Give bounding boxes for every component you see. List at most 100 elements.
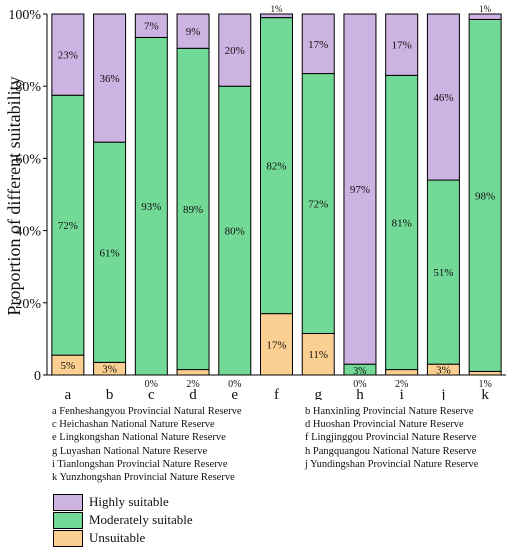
key-row: c Heichashan National Nature Reserve d Hu… [52, 419, 507, 431]
legend-swatch [53, 512, 83, 529]
key-row: i Tianlongshan Provincial Nature Reserve… [52, 459, 507, 471]
bar-segment [301, 73, 335, 334]
bar-segment [468, 13, 502, 20]
legend-swatch [53, 530, 83, 547]
key-entry: e Lingkongshan National Nature Reserve [52, 432, 226, 444]
legend-item: Highly suitable [53, 494, 253, 512]
data-label: 2% [186, 379, 199, 390]
bar-segment [51, 94, 85, 356]
data-label: 11% [308, 349, 328, 361]
bar-segment [426, 179, 460, 365]
y-axis-label: Proportion of different suitability [4, 76, 24, 315]
key-entry: j Yundingshan Provincial Nature Reserve [305, 458, 479, 470]
data-label: 0% [353, 379, 366, 390]
legend-item: Unsuitable [53, 530, 253, 548]
x-tick-label: d [189, 387, 197, 400]
x-tick-label: c [148, 387, 155, 400]
data-label: 81% [392, 217, 412, 229]
key-entry: b Hanxinling Provincial Nature Reserve [305, 406, 474, 417]
key-entry: d Huoshan Provincial Nature Reserve [305, 419, 464, 431]
bar-segment [385, 13, 419, 76]
x-tick-label: g [314, 387, 322, 400]
y-tick-label: 0 [34, 369, 41, 384]
bar-segment [301, 332, 335, 376]
y-tick-label: 60% [15, 152, 41, 167]
y-tick-label: 100% [8, 8, 41, 23]
x-tick-label: j [440, 387, 445, 400]
x-tick-label: k [481, 387, 489, 400]
x-tick-label: a [65, 387, 72, 400]
bar-segment [260, 17, 293, 315]
data-label: 93% [141, 201, 161, 213]
bar-segment [260, 13, 293, 19]
legend-label: Unsuitable [89, 530, 146, 545]
data-label: 23% [58, 50, 78, 62]
bar-segment [134, 13, 168, 38]
x-tick-label: h [356, 387, 364, 400]
bar-segment [301, 13, 335, 75]
data-label: 2% [395, 379, 408, 390]
bar-segment [134, 36, 168, 376]
data-label: 5% [61, 360, 76, 372]
data-label: 9% [186, 26, 201, 38]
bar-segment [385, 369, 419, 376]
key-entry: g Luyashan National Nature Reserve [52, 445, 208, 457]
legend-label: Highly suitable [89, 494, 169, 509]
bar-segment [260, 313, 293, 376]
data-label: 3% [353, 366, 366, 377]
bar-segment [93, 141, 127, 363]
data-label: 72% [308, 199, 328, 211]
key-entry: c Heichashan National Nature Reserve [52, 419, 215, 431]
bar-segment [426, 13, 460, 181]
data-label: 80% [225, 226, 245, 238]
y-tick-label: 40% [15, 225, 41, 240]
data-label: 3% [102, 364, 117, 376]
data-label: 98% [475, 190, 495, 202]
key-entry: h Pangquangou National Nature Reserve [305, 445, 477, 457]
data-label: 72% [58, 220, 78, 232]
bar-segment [218, 13, 252, 87]
data-label: 46% [433, 92, 453, 104]
key-entry: a Fenheshangyou Provincial Natural Reser… [52, 406, 242, 417]
data-label: 3% [436, 365, 451, 377]
data-label: 36% [100, 73, 120, 85]
data-label: 20% [225, 45, 245, 57]
bar-segment [385, 74, 419, 371]
legend-swatch [53, 494, 83, 511]
key-row: e Lingkongshan National Nature Reserve f … [52, 432, 507, 444]
key-row: g Luyashan National Nature Reserve h Pang… [52, 446, 507, 458]
data-label: 61% [100, 247, 120, 259]
bar-segment [176, 47, 210, 371]
key-entry: i Tianlongshan Provincial Nature Reserve [52, 458, 228, 470]
data-label: 1% [478, 379, 491, 390]
data-label: 51% [433, 267, 453, 279]
x-tick-label: e [231, 387, 238, 400]
x-tick-label: f [274, 387, 279, 400]
x-tick-label: i [400, 387, 404, 400]
bar-segment [176, 369, 210, 376]
data-label: 1% [271, 4, 284, 14]
stacked-bar-chart: Proportion of different suitability 0 20%… [4, 4, 506, 400]
bar-segment [176, 13, 210, 49]
legend-label: Moderately suitable [89, 512, 193, 527]
data-label: 89% [183, 204, 203, 216]
data-label: 17% [308, 39, 328, 51]
x-tick-label: b [106, 387, 114, 400]
bar-segment [343, 13, 377, 365]
y-tick-label: 20% [15, 297, 41, 312]
bar-segment [51, 13, 85, 96]
data-label: 82% [266, 161, 286, 173]
legend-item: Moderately suitable [53, 512, 253, 530]
data-label: 0% [228, 379, 241, 390]
data-label: 97% [350, 184, 370, 196]
y-tick-label: 80% [15, 80, 41, 95]
bar-segment [468, 18, 502, 372]
data-label: 17% [266, 339, 286, 351]
key-row: a Fenheshangyou Provincial Natural Reser… [52, 406, 507, 418]
data-label: 1% [479, 4, 492, 14]
key-entry: f Lingjinggou Provincial Nature Reserve [305, 432, 477, 444]
key-row: k Yunzhongshan Provincial Nature Reserve [52, 472, 507, 484]
bar-segment [93, 13, 127, 143]
bar-segment [468, 370, 502, 376]
data-label: 0% [145, 379, 158, 390]
